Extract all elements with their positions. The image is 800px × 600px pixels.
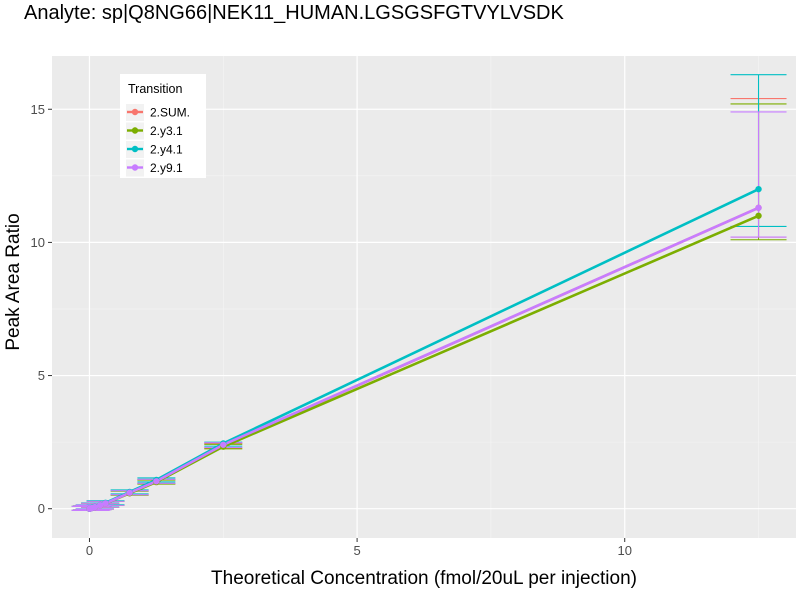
data-point bbox=[126, 489, 133, 496]
legend-title: Transition bbox=[128, 82, 182, 96]
x-tick-label: 10 bbox=[617, 543, 631, 558]
data-point bbox=[220, 441, 227, 448]
legend-key-point bbox=[131, 145, 139, 153]
legend-entry-label: 2.y4.1 bbox=[150, 143, 183, 157]
legend-entry-label: 2.y9.1 bbox=[150, 161, 183, 175]
data-point bbox=[755, 204, 762, 211]
chart-title: Analyte: sp|Q8NG66|NEK11_HUMAN.LGSGSFGTV… bbox=[24, 2, 564, 24]
y-tick-label: 15 bbox=[31, 102, 45, 117]
x-tick-label: 0 bbox=[86, 543, 93, 558]
data-point bbox=[755, 185, 762, 193]
data-point bbox=[102, 500, 109, 507]
legend-key-point bbox=[131, 164, 139, 171]
y-axis-label: Peak Area Ratio bbox=[3, 213, 24, 351]
y-tick-label: 10 bbox=[31, 235, 45, 250]
data-point bbox=[755, 212, 762, 219]
legend-key-point bbox=[131, 108, 139, 116]
x-axis-label: Theoretical Concentration (fmol/20uL per… bbox=[211, 568, 637, 589]
data-point bbox=[91, 503, 99, 511]
legend-entry-label: 2.SUM. bbox=[150, 106, 190, 120]
x-tick-label: 5 bbox=[353, 543, 360, 558]
y-tick-label: 5 bbox=[38, 368, 45, 383]
y-tick-label: 0 bbox=[38, 501, 45, 516]
legend-key-point bbox=[131, 127, 139, 134]
legend-entry-label: 2.y3.1 bbox=[150, 124, 183, 138]
data-point bbox=[153, 478, 160, 485]
data-point bbox=[96, 502, 104, 509]
